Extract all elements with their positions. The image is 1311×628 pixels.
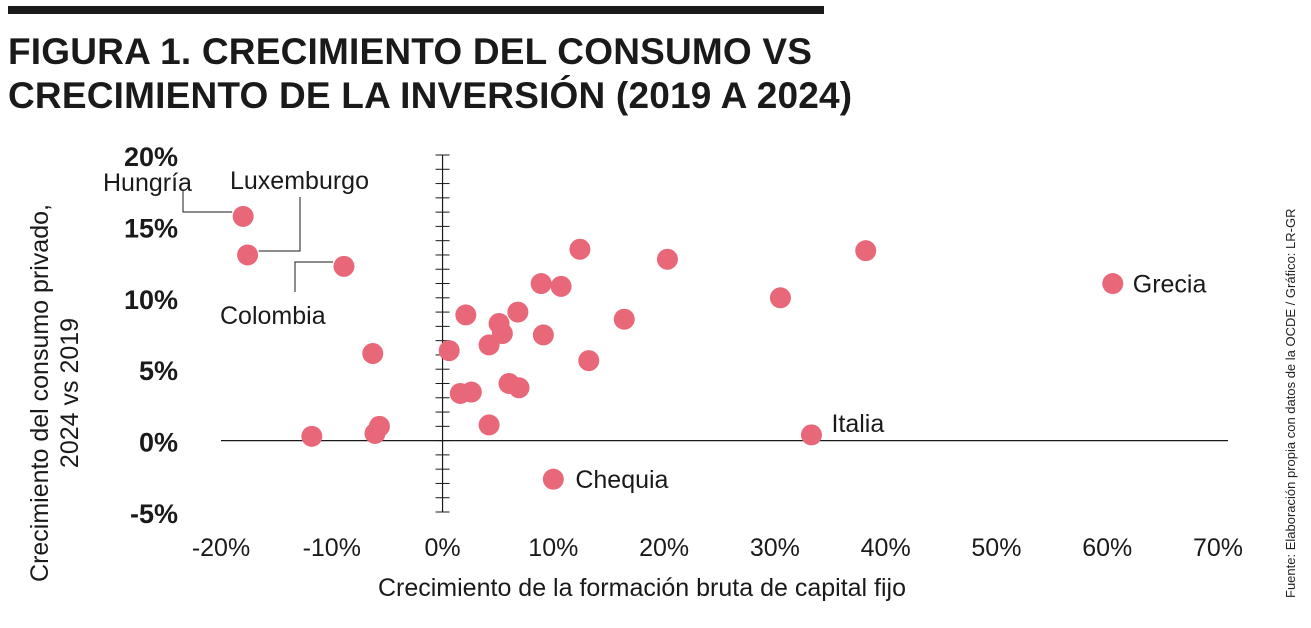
data-point xyxy=(478,414,500,436)
x-tick-label: 50% xyxy=(971,534,1021,562)
data-point xyxy=(613,308,635,330)
source-note: Fuente: Elaboración propia con datos de … xyxy=(1283,208,1298,598)
x-tick-label: 40% xyxy=(861,534,911,562)
x-tick-label: 30% xyxy=(750,534,800,562)
y-axis-title-line-2: 2024 vs 2019 xyxy=(56,318,84,468)
data-point xyxy=(532,324,554,346)
point-label: Italia xyxy=(831,410,884,438)
top-rule xyxy=(8,6,824,14)
data-point xyxy=(460,381,482,403)
data-point xyxy=(550,275,572,297)
x-tick-label: -20% xyxy=(192,534,250,562)
x-axis-title: Crecimiento de la formación bruta de cap… xyxy=(378,574,906,602)
data-point xyxy=(656,248,678,270)
data-point xyxy=(769,287,791,309)
point-label: Colombia xyxy=(220,302,326,330)
y-axis-title-line-1: Crecimiento del consumo privado, xyxy=(26,204,54,582)
x-tick-label: 0% xyxy=(424,534,460,562)
data-point xyxy=(508,377,530,399)
data-point xyxy=(301,425,323,447)
data-point xyxy=(800,424,822,446)
x-tick-label: 20% xyxy=(639,534,689,562)
y-tick-label: 10% xyxy=(124,285,178,315)
data-point xyxy=(362,342,384,364)
x-tick-label: -10% xyxy=(303,534,361,562)
chart-title-line-1: FIGURA 1. CRECIMIENTO DEL CONSUMO VS xyxy=(8,31,813,72)
data-point xyxy=(1102,273,1124,295)
leader-line xyxy=(258,197,301,252)
point-label: Grecia xyxy=(1133,271,1207,299)
point-label: Luxemburgo xyxy=(230,167,369,195)
chart-title: FIGURA 1. CRECIMIENTO DEL CONSUMO VS CRE… xyxy=(8,30,888,118)
x-tick-label: 10% xyxy=(528,534,578,562)
data-point xyxy=(530,273,552,295)
data-point xyxy=(578,350,600,372)
x-tick-label: 70% xyxy=(1193,534,1243,562)
data-point xyxy=(368,415,390,437)
leader-line xyxy=(182,191,233,213)
y-tick-label: 15% xyxy=(124,213,178,243)
data-point xyxy=(232,205,254,227)
y-tick-label: 20% xyxy=(124,142,178,172)
x-tick-label: 60% xyxy=(1082,534,1132,562)
data-point xyxy=(237,244,259,266)
y-tick-label: 0% xyxy=(139,428,178,458)
leader-line xyxy=(294,261,333,292)
data-point xyxy=(507,301,529,323)
point-label: Chequia xyxy=(575,466,668,494)
data-point xyxy=(455,304,477,326)
data-point xyxy=(542,468,564,490)
point-label: Hungría xyxy=(103,169,192,197)
data-point xyxy=(491,323,513,344)
y-tick-label: 5% xyxy=(139,356,178,386)
data-point xyxy=(438,340,460,362)
data-point xyxy=(333,255,355,277)
y-tick-label: -5% xyxy=(130,499,178,529)
data-point xyxy=(855,240,877,262)
data-point xyxy=(569,238,591,260)
y-axis-title: Crecimiento del consumo privado,2024 vs … xyxy=(26,204,84,582)
chart-title-line-2: CRECIMIENTO DE LA INVERSIÓN (2019 A 2024… xyxy=(8,75,853,116)
